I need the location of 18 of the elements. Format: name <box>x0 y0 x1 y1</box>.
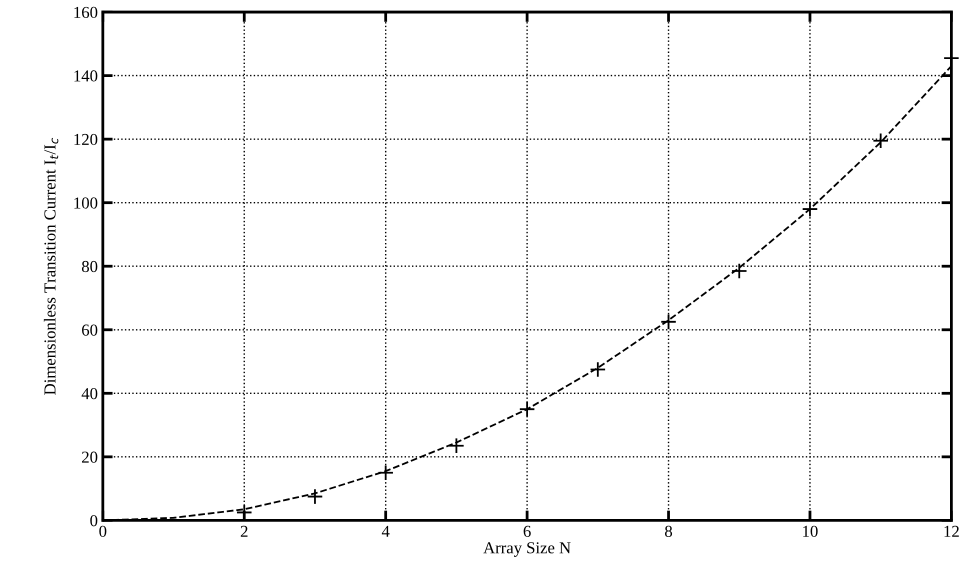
y-tick-label: 20 <box>82 452 98 463</box>
x-tick-label: 8 <box>665 526 672 537</box>
x-tick-label: 12 <box>944 526 959 537</box>
y-axis-title: Dimensionless Transition Current I$_{t}$/I$_{c}$ <box>44 138 58 395</box>
y-tick-label: 80 <box>82 260 98 272</box>
x-tick-label: 0 <box>99 526 106 537</box>
y-tick-label: 60 <box>82 324 98 336</box>
y-tick-label: 0 <box>90 515 98 526</box>
x-tick-label: 2 <box>240 526 248 537</box>
x-tick-label: 6 <box>524 526 531 537</box>
x-tick-label: 10 <box>803 526 818 537</box>
x-axis-title: Array Size N <box>483 542 571 557</box>
y-tick-label: 140 <box>74 70 98 82</box>
y-tick-label: 160 <box>74 6 98 18</box>
y-tick-label: 120 <box>74 134 98 146</box>
y-tick-label: 100 <box>74 197 98 209</box>
x-tick-label: 4 <box>382 526 390 537</box>
y-tick-label: 40 <box>82 388 98 400</box>
